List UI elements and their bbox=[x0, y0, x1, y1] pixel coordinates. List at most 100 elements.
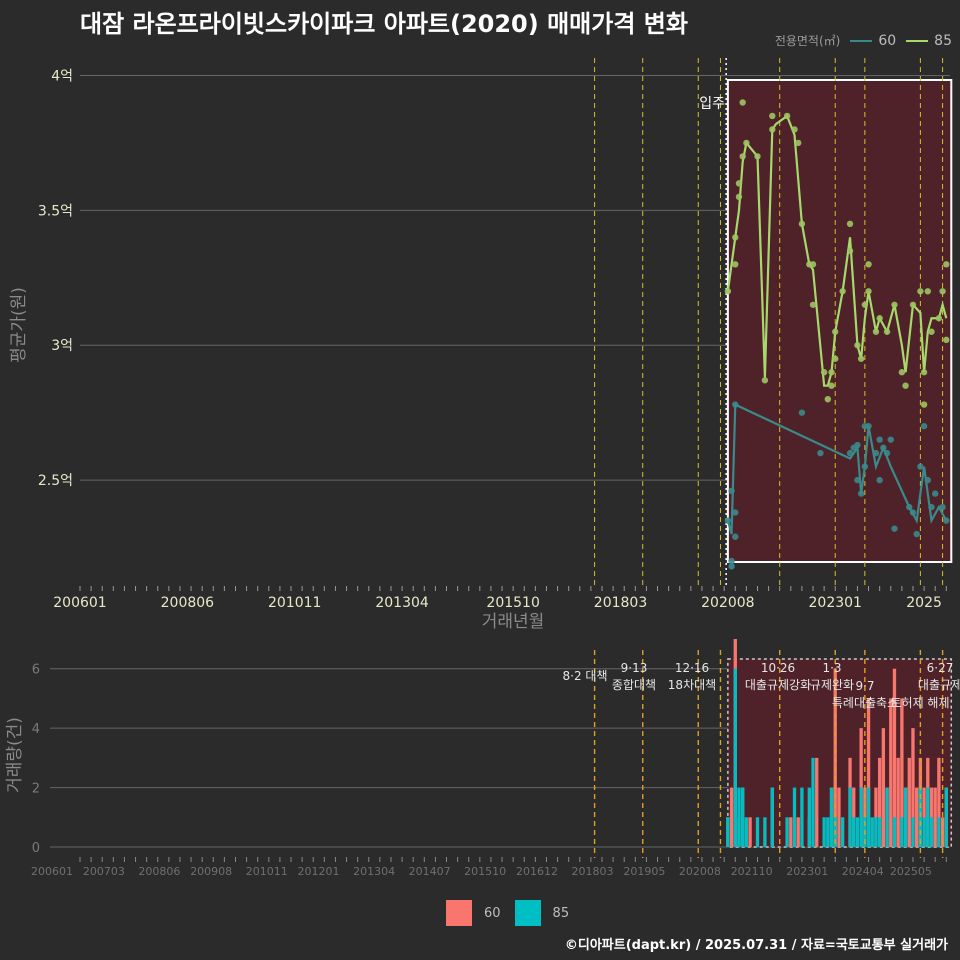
legend-bottom-label-60: 60 bbox=[484, 905, 501, 921]
bar-60 bbox=[907, 757, 911, 847]
point-85 bbox=[832, 355, 839, 362]
point-85 bbox=[891, 301, 898, 308]
point-85 bbox=[924, 288, 931, 295]
bottom-ytick-label: 0 bbox=[32, 841, 40, 856]
bar-60 bbox=[911, 728, 915, 847]
top-xtick-label: 201011 bbox=[268, 595, 321, 611]
bottom-ytick-label: 4 bbox=[32, 722, 40, 737]
bar-60 bbox=[900, 698, 904, 847]
point-85 bbox=[820, 369, 828, 376]
point-85 bbox=[917, 288, 924, 295]
legend-bottom: 60 85 bbox=[446, 900, 583, 926]
bottom-xtick-label: 202301 bbox=[786, 865, 828, 878]
point-60 bbox=[872, 449, 880, 457]
bar-60 bbox=[837, 787, 841, 847]
point-85 bbox=[828, 382, 835, 389]
point-60 bbox=[887, 436, 894, 443]
point-85 bbox=[920, 401, 928, 408]
bar-60 bbox=[789, 817, 793, 847]
bar-85 bbox=[744, 817, 749, 847]
point-85 bbox=[832, 328, 839, 335]
policy-label: 특례대출축소 bbox=[832, 696, 898, 710]
bar-85 bbox=[866, 787, 871, 847]
bar-85 bbox=[807, 787, 811, 847]
legend-swatch-60 bbox=[850, 39, 873, 42]
policy-label: 9·13 bbox=[621, 661, 648, 675]
bar-85 bbox=[903, 787, 908, 847]
bar-85 bbox=[877, 817, 882, 847]
point-85 bbox=[809, 301, 817, 308]
bar-85 bbox=[826, 817, 830, 847]
footer-credit: ©디아파트(dapt.kr) / 2025.07.31 / 자료=국토교통부 실… bbox=[564, 938, 948, 953]
bar-85 bbox=[926, 787, 930, 847]
bottom-xtick-label: 200806 bbox=[138, 865, 180, 878]
bar-85 bbox=[822, 817, 826, 847]
bar-85 bbox=[848, 787, 852, 847]
point-60 bbox=[854, 476, 861, 484]
bar-85 bbox=[859, 787, 863, 847]
bar-60 bbox=[729, 787, 734, 847]
bar-85 bbox=[892, 817, 897, 847]
top-xtick-label: 201510 bbox=[486, 595, 539, 611]
point-85 bbox=[883, 328, 891, 335]
point-60 bbox=[732, 533, 739, 540]
bar-85 bbox=[737, 787, 741, 847]
bar-85 bbox=[840, 817, 845, 847]
bar-60 bbox=[889, 698, 893, 847]
point-60 bbox=[913, 530, 920, 538]
top-ylabel: 평균가(원) bbox=[9, 287, 29, 363]
point-60 bbox=[880, 444, 887, 451]
point-85 bbox=[928, 328, 935, 335]
point-85 bbox=[935, 315, 943, 322]
legend-label-85: 85 bbox=[934, 32, 952, 49]
top-xlabel: 거래년월 bbox=[482, 612, 545, 632]
bar-85 bbox=[763, 817, 767, 847]
bottom-ytick-label: 2 bbox=[32, 782, 40, 797]
legend-bottom-label-85: 85 bbox=[552, 905, 570, 921]
point-60 bbox=[876, 436, 883, 443]
legend-box-60 bbox=[446, 900, 472, 926]
bar-85 bbox=[733, 668, 737, 847]
bar-60 bbox=[796, 817, 800, 847]
bottom-xtick-label: 201510 bbox=[464, 865, 506, 878]
bar-85 bbox=[885, 787, 889, 847]
top-xtick-label: 202301 bbox=[809, 595, 862, 611]
point-85 bbox=[872, 328, 880, 335]
series-line-85 bbox=[726, 114, 948, 387]
point-60 bbox=[846, 449, 854, 457]
legend-top: 전용면적(㎡) 60 85 bbox=[775, 32, 952, 49]
point-60 bbox=[906, 503, 913, 511]
top-xtick-label: 200601 bbox=[53, 595, 106, 611]
point-60 bbox=[909, 509, 917, 516]
policy-label: 12·16 bbox=[675, 661, 709, 675]
point-60 bbox=[928, 503, 935, 511]
point-85 bbox=[943, 261, 950, 268]
policy-label: 종합대책 bbox=[612, 677, 656, 692]
point-60 bbox=[732, 509, 739, 516]
point-60 bbox=[876, 476, 883, 484]
point-60 bbox=[943, 517, 950, 524]
policy-label: 8·2 대책 bbox=[563, 668, 608, 683]
point-60 bbox=[939, 503, 946, 511]
policy-label: 18차대책 bbox=[668, 677, 716, 692]
point-85 bbox=[898, 369, 906, 376]
point-85 bbox=[857, 355, 865, 362]
bar-85 bbox=[800, 787, 804, 847]
bar-60 bbox=[915, 787, 919, 847]
bottom-xtick-label: 200703 bbox=[83, 865, 125, 878]
point-85 bbox=[761, 377, 769, 384]
point-85 bbox=[724, 288, 732, 295]
bottom-xtick-label: 200601 bbox=[31, 865, 73, 878]
point-85 bbox=[743, 139, 750, 147]
series-line-60 bbox=[726, 402, 948, 535]
top-ytick-label: 3억 bbox=[51, 338, 73, 354]
point-60 bbox=[728, 557, 735, 565]
top-xtick-label: 201304 bbox=[375, 595, 429, 611]
point-60 bbox=[931, 490, 939, 497]
point-60 bbox=[883, 449, 891, 457]
bar-85 bbox=[829, 787, 834, 847]
move-in-annotation: 입주 bbox=[699, 96, 725, 112]
bottom-xtick-label: 200908 bbox=[190, 865, 232, 878]
